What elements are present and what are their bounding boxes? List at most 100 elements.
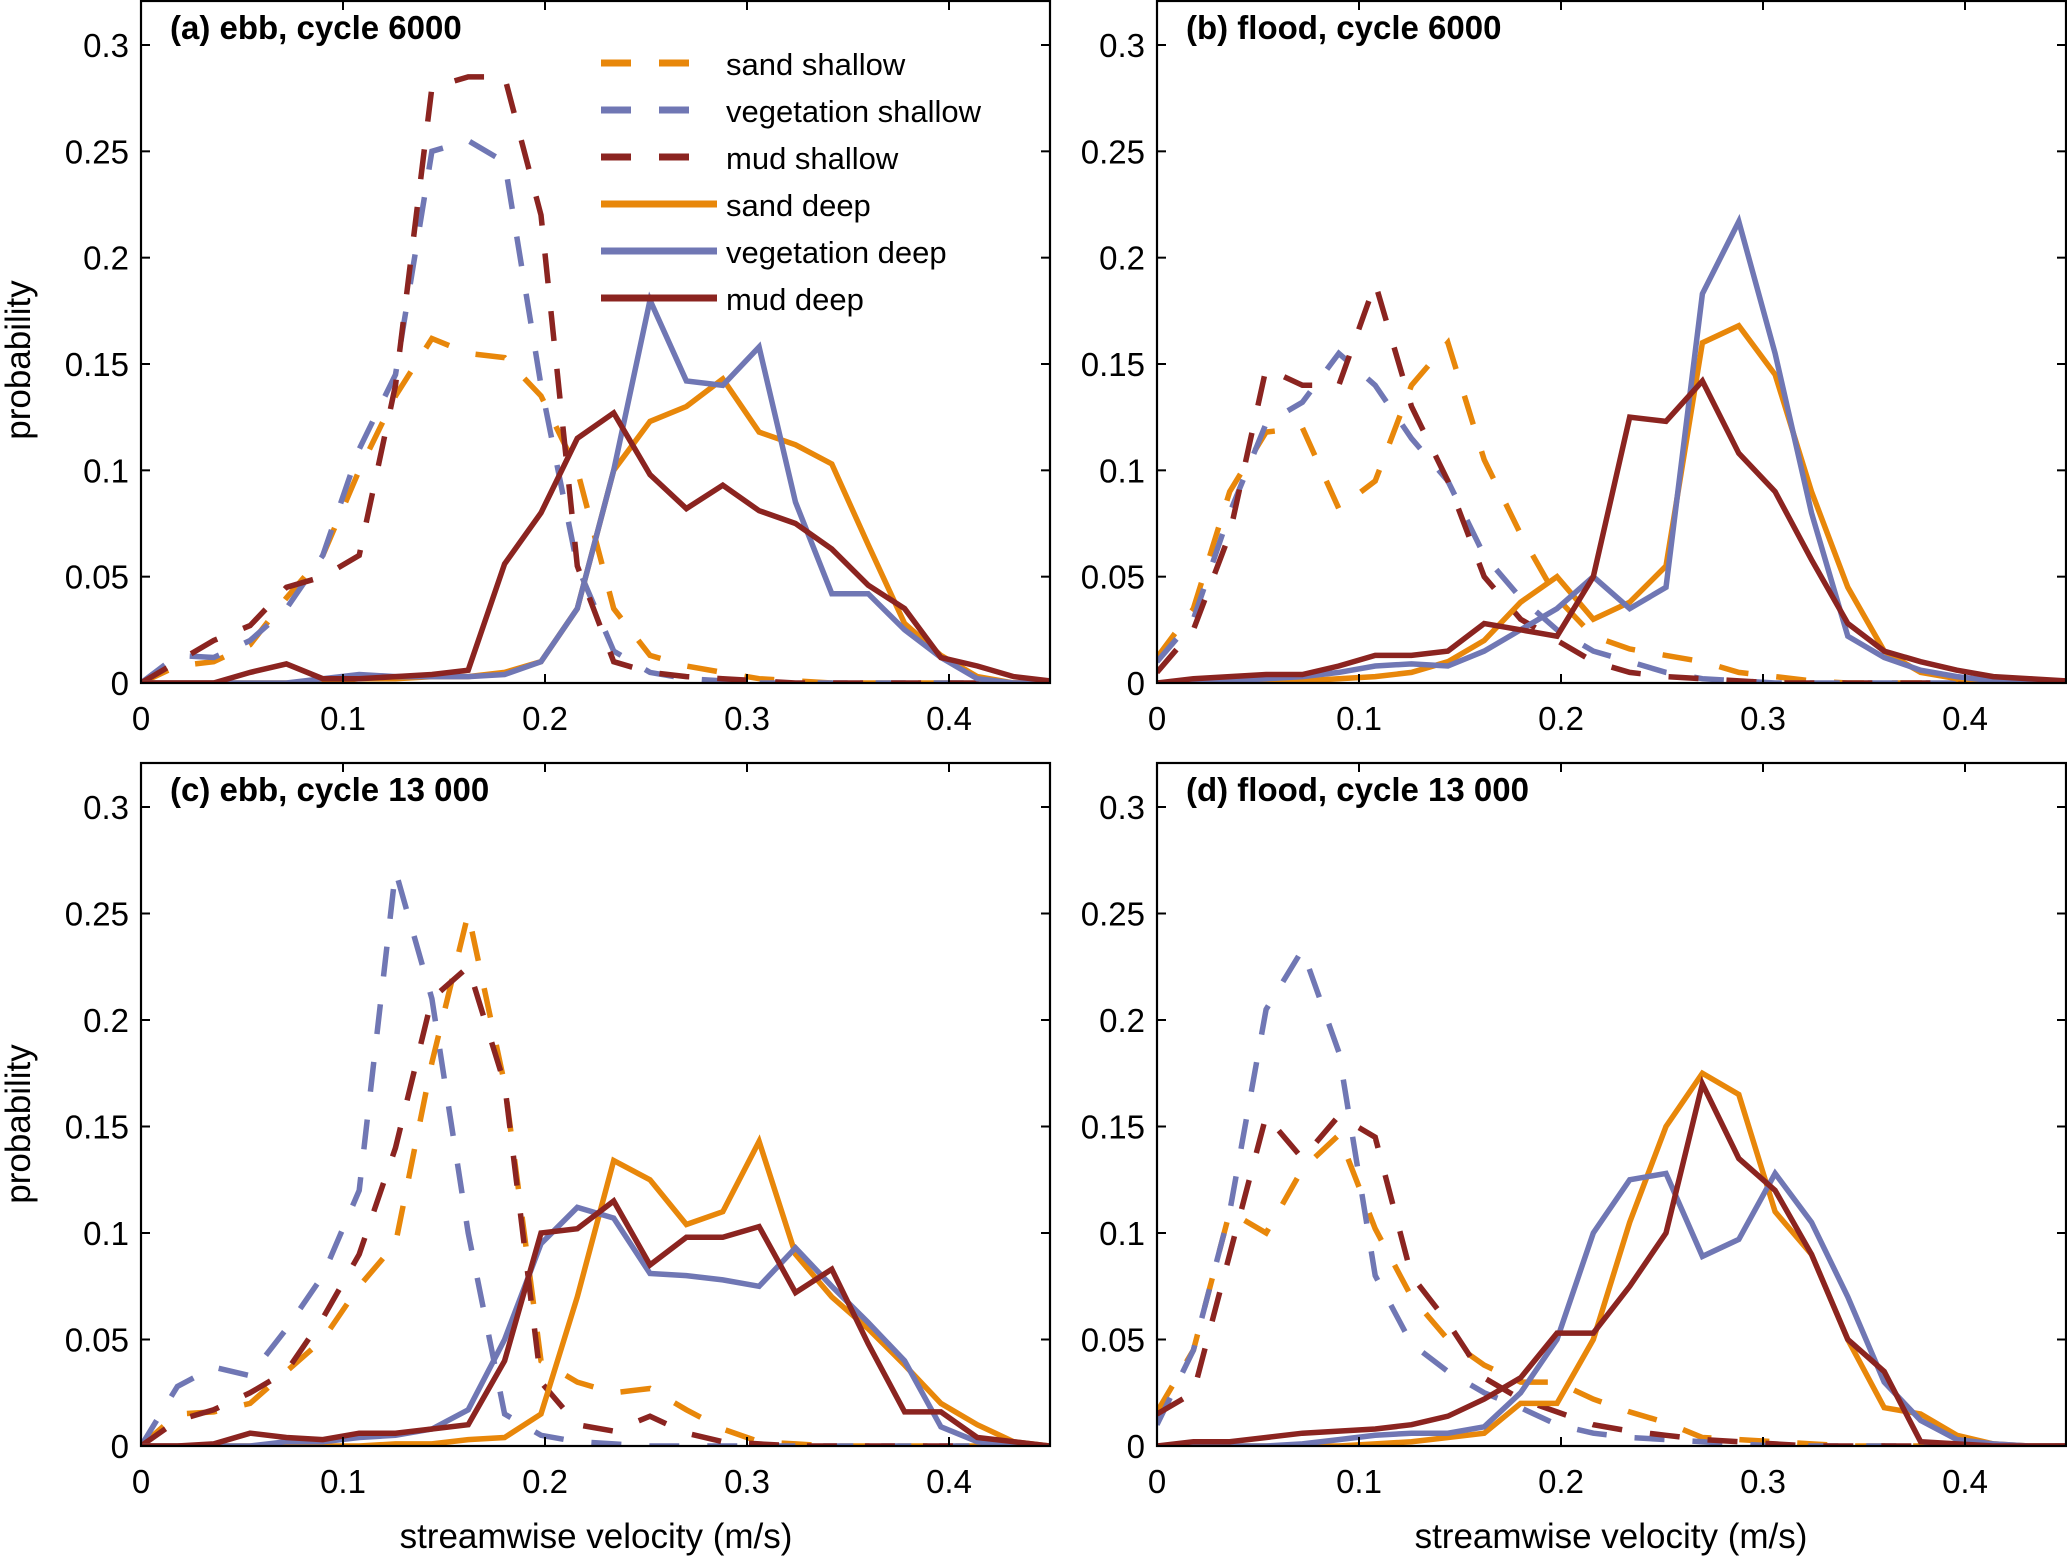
x-tick-label: 0 xyxy=(132,1463,150,1500)
legend-label: vegetation deep xyxy=(726,235,947,270)
y-tick-label: 0.05 xyxy=(65,559,129,596)
series-line-mud-shallow xyxy=(1157,1110,2066,1446)
series-group xyxy=(141,870,1050,1446)
panel-title: (a) ebb, cycle 6000 xyxy=(170,9,462,46)
y-tick-label: 0.3 xyxy=(1099,789,1145,826)
panel-a: 0 0.1 0.2 0.3 0.4 0 0.05 0.1 0.15 0.2 0.25 0.3 (a) e… xyxy=(65,0,1052,737)
x-tick-label: 0 xyxy=(1148,1463,1166,1500)
series-line-mud-deep xyxy=(141,1196,1050,1446)
x-tick-label: 0.1 xyxy=(320,1463,366,1500)
series-line-mud-shallow xyxy=(141,74,1050,683)
y-tick-label: 0 xyxy=(111,1428,129,1465)
y-tick-label: 0.15 xyxy=(65,1109,129,1146)
axes-frame xyxy=(139,761,1052,1448)
panel-title: (c) ebb, cycle 13 000 xyxy=(170,771,489,808)
series-line-vegetation-shallow xyxy=(1157,943,2066,1446)
legend-label: sand shallow xyxy=(726,47,906,82)
y-tick-label: 0.3 xyxy=(83,27,129,64)
x-tick-label: 0.3 xyxy=(1740,700,1786,737)
series-line-sand-shallow xyxy=(1157,1130,2066,1446)
ylabel-top: probability xyxy=(0,280,38,440)
series-line-mud-shallow xyxy=(141,961,1050,1446)
y-tick-label: 0.05 xyxy=(65,1322,129,1359)
series-line-vegetation-deep xyxy=(1157,1168,2066,1446)
series-line-sand-deep xyxy=(1157,1069,2066,1446)
series-line-sand-shallow xyxy=(1157,337,2066,683)
y-tick-label: 0.2 xyxy=(83,1002,129,1039)
legend-entry-vegetation-deep: vegetation deep xyxy=(601,235,947,270)
axes-frame xyxy=(1155,761,2067,1448)
legend-label: mud shallow xyxy=(726,141,899,176)
y-tick-label: 0.25 xyxy=(65,896,129,933)
y-tick-label: 0.15 xyxy=(65,346,129,383)
series-line-vegetation-shallow xyxy=(141,870,1050,1446)
panel-title: (b) flood, cycle 6000 xyxy=(1186,9,1501,46)
x-tick-label: 0.2 xyxy=(522,1463,568,1500)
x-tick-label: 0.4 xyxy=(926,700,972,737)
x-tick-label: 0.3 xyxy=(724,1463,770,1500)
x-tick-label: 0 xyxy=(132,700,150,737)
legend-label: sand deep xyxy=(726,188,871,223)
ylabel-bottom: probability xyxy=(0,1044,38,1204)
legend-entry-mud-deep: mud deep xyxy=(601,282,864,317)
y-tick-label: 0.3 xyxy=(1099,27,1145,64)
legend: sand shallow vegetation shallow mud shal… xyxy=(601,47,982,317)
y-tick-label: 0.15 xyxy=(1081,346,1145,383)
x-tick-label: 0.3 xyxy=(1740,1463,1786,1500)
y-tick-label: 0.1 xyxy=(83,452,129,489)
series-group xyxy=(1157,213,2066,683)
legend-entry-vegetation-shallow: vegetation shallow xyxy=(601,94,982,129)
y-tick-label: 0.2 xyxy=(1099,240,1145,277)
axes-frame xyxy=(1155,0,2067,685)
y-tick-label: 0 xyxy=(1127,665,1145,702)
legend-entry-sand-shallow: sand shallow xyxy=(601,47,906,82)
y-tick-label: 0.25 xyxy=(65,133,129,170)
xlabel-right: streamwise velocity (m/s) xyxy=(1415,1517,1808,1556)
panel-b: 0 0.1 0.2 0.3 0.4 0 0.05 0.1 0.15 0.2 0.25 0.3 (b) f… xyxy=(1081,0,2067,737)
x-tick-label: 0.4 xyxy=(1942,1463,1988,1500)
x-tick-label: 0.2 xyxy=(1538,700,1584,737)
series-line-mud-deep xyxy=(1157,376,2066,683)
x-tick-label: 0 xyxy=(1148,700,1166,737)
panel-c: 0 0.1 0.2 0.3 0.4 0 0.05 0.1 0.15 0.2 0.25 0.3 (c) e… xyxy=(65,761,1052,1500)
y-tick-label: 0.25 xyxy=(1081,133,1145,170)
series-line-vegetation-deep xyxy=(1157,213,2066,683)
y-tick-label: 0.1 xyxy=(83,1215,129,1252)
x-tick-label: 0.4 xyxy=(1942,700,1988,737)
x-tick-label: 0.3 xyxy=(724,700,770,737)
y-tick-label: 0 xyxy=(111,665,129,702)
x-tick-label: 0.2 xyxy=(1538,1463,1584,1500)
y-tick-label: 0.2 xyxy=(83,240,129,277)
series-line-sand-deep xyxy=(141,1134,1050,1446)
series-line-mud-deep xyxy=(141,408,1050,683)
x-tick-label: 0.1 xyxy=(1336,700,1382,737)
x-tick-label: 0.1 xyxy=(1336,1463,1382,1500)
y-tick-label: 0.25 xyxy=(1081,896,1145,933)
series-line-sand-shallow xyxy=(141,912,1050,1446)
y-tick-label: 0.05 xyxy=(1081,1322,1145,1359)
y-tick-label: 0 xyxy=(1127,1428,1145,1465)
x-tick-label: 0.4 xyxy=(926,1463,972,1500)
panel-title: (d) flood, cycle 13 000 xyxy=(1186,771,1529,808)
x-tick-label: 0.1 xyxy=(320,700,366,737)
legend-entry-sand-deep: sand deep xyxy=(601,188,871,223)
series-line-vegetation-shallow xyxy=(1157,349,2066,683)
panel-d: 0 0.1 0.2 0.3 0.4 0 0.05 0.1 0.15 0.2 0.25 0.3 (d) f… xyxy=(1081,761,2067,1500)
legend-entry-mud-shallow: mud shallow xyxy=(601,141,899,176)
series-line-vegetation-shallow xyxy=(141,137,1050,683)
series-group xyxy=(1157,943,2066,1446)
y-tick-label: 0.1 xyxy=(1099,1215,1145,1252)
legend-label: mud deep xyxy=(726,282,864,317)
axes-frame xyxy=(139,0,1052,685)
series-line-mud-shallow xyxy=(1157,274,2066,683)
y-tick-label: 0.15 xyxy=(1081,1109,1145,1146)
y-tick-label: 0.2 xyxy=(1099,1002,1145,1039)
y-tick-label: 0.3 xyxy=(83,789,129,826)
y-tick-label: 0.05 xyxy=(1081,559,1145,596)
y-tick-label: 0.1 xyxy=(1099,452,1145,489)
legend-label: vegetation shallow xyxy=(726,94,982,129)
series-group xyxy=(141,74,1050,683)
series-line-mud-deep xyxy=(1157,1075,2066,1446)
xlabel-left: streamwise velocity (m/s) xyxy=(400,1517,793,1556)
